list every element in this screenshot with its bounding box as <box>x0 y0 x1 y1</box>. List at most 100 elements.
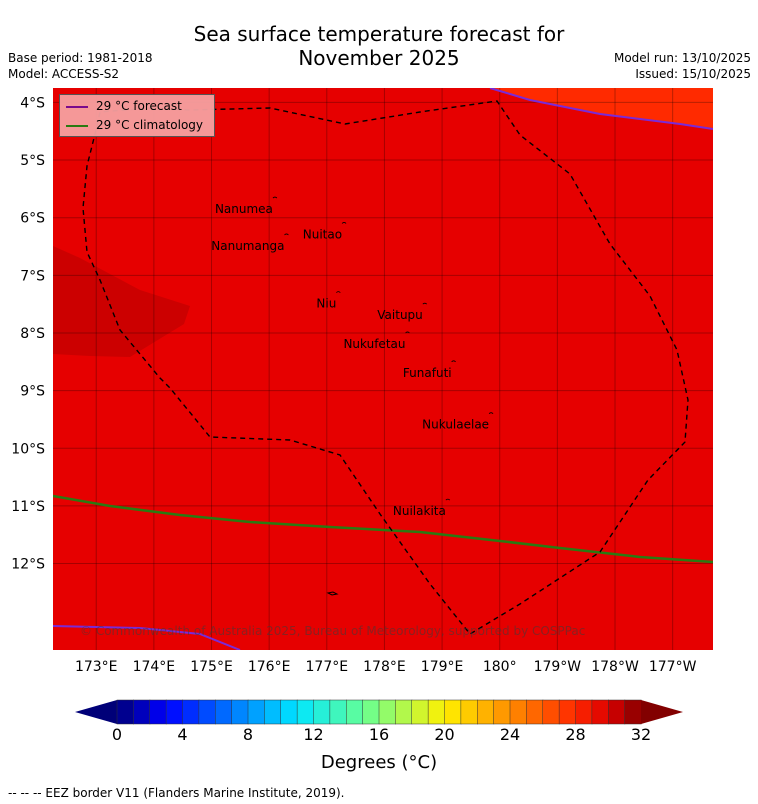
colorbar-segment <box>264 699 282 725</box>
map-title: Sea surface temperature forecast for Nov… <box>0 22 758 70</box>
lon-tick-label: 178°E <box>363 659 406 675</box>
colorbar-segment <box>116 699 134 725</box>
issued-date: Issued: 15/10/2025 <box>635 67 751 81</box>
colorbar-segment <box>526 699 544 725</box>
colorbar-segment <box>575 699 593 725</box>
island-outline <box>451 360 456 363</box>
lat-tick-label: 8°S <box>20 326 45 342</box>
lon-tick-label: 176°E <box>248 659 291 675</box>
colorbar-tick-label: 12 <box>303 725 324 744</box>
colorbar-segment <box>608 699 626 725</box>
copyright-notice: © Commonwealth of Australia 2025, Bureau… <box>80 624 586 638</box>
lat-tick-label: 12°S <box>11 557 45 573</box>
forecast-isotherm-southwest <box>53 625 241 650</box>
colorbar-segment <box>346 699 364 725</box>
colorbar-segment <box>198 699 216 725</box>
colorbar-segment <box>149 699 167 725</box>
colorbar-segment <box>477 699 495 725</box>
legend-forecast-label: 29 °C forecast <box>96 99 182 113</box>
eez-border <box>82 100 689 635</box>
legend-item-forecast: 29 °C forecast <box>66 97 182 115</box>
lat-tick-label: 7°S <box>20 268 45 284</box>
island-label: Nuilakita <box>393 504 446 518</box>
island-outline <box>488 412 494 414</box>
colorbar-segment <box>296 699 315 725</box>
colorbar-segment <box>542 699 560 725</box>
model-name: Model: ACCESS-S2 <box>8 67 120 81</box>
model-run: Model run: 13/10/2025 <box>613 51 751 65</box>
colorbar <box>75 699 683 725</box>
island-outline <box>284 233 289 236</box>
colorbar-segment <box>215 699 233 725</box>
small-island-south <box>326 591 339 596</box>
colorbar-segment <box>133 699 151 725</box>
colorbar-segment <box>182 699 200 725</box>
lon-tick-label: 180° <box>483 659 517 675</box>
lat-tick-label: 4°S <box>20 95 45 111</box>
forecast-isotherm-northeast <box>489 88 713 130</box>
legend-climatology-label: 29 °C climatology <box>96 118 204 132</box>
map-gridlines <box>53 88 713 650</box>
lat-tick-label: 9°S <box>20 384 45 400</box>
colorbar-segment <box>280 699 298 725</box>
legend: 29 °C forecast 29 °C climatology <box>59 94 215 137</box>
colorbar-segment <box>624 699 642 725</box>
base-period: Base period: 1981-2018 <box>8 51 153 65</box>
colorbar-segment <box>493 699 511 725</box>
legend-climatology-line <box>66 124 88 127</box>
island-outline <box>445 498 451 501</box>
lon-tick-label: 179°E <box>421 659 464 675</box>
lon-tick-label: 177°W <box>649 659 697 675</box>
eez-footnote: -- -- -- EEZ border V11 (Flanders Marine… <box>8 786 345 800</box>
legend-forecast-line <box>66 105 88 108</box>
lon-tick-label: 175°E <box>190 659 233 675</box>
sst-patch-southwest <box>53 626 240 650</box>
colorbar-segment <box>444 699 462 725</box>
colorbar-segment <box>460 699 478 725</box>
colorbar-segment <box>247 699 265 725</box>
lon-tick-label: 174°E <box>133 659 176 675</box>
colorbar-extend-max <box>641 700 683 724</box>
island-label: Nukulaelae <box>422 418 489 432</box>
colorbar-tick-label: 16 <box>368 725 390 744</box>
map-area: Nanumea Nuitao Nanumanga Niu Vaitupu Nukufeta… <box>53 88 713 650</box>
latitude-ticks: 4°S 5°S 6°S 7°S 8°S 9°S 10°S 11°S 12°S <box>11 95 45 572</box>
island-label: Nanumanga <box>211 239 284 253</box>
colorbar-segment <box>231 699 249 725</box>
lon-tick-label: 178°W <box>591 659 639 675</box>
island-outline <box>336 291 341 293</box>
lon-tick-label: 179°W <box>534 659 582 675</box>
title-line-1: Sea surface temperature forecast for <box>193 22 565 46</box>
colorbar-segment <box>427 699 446 725</box>
lat-tick-label: 11°S <box>11 499 45 515</box>
colorbar-tick-label: 28 <box>565 725 586 744</box>
island-outline <box>422 302 428 305</box>
colorbar-tick-label: 20 <box>434 725 455 744</box>
colorbar-segment <box>591 699 609 725</box>
colorbar-tick-label: 0 <box>111 725 123 744</box>
island-label: Nuitao <box>303 227 342 241</box>
colorbar-segment <box>313 699 331 725</box>
lon-tick-label: 173°E <box>75 659 118 675</box>
colorbar-tick-label: 8 <box>242 725 254 744</box>
island-outline <box>405 331 410 334</box>
colorbar-segment <box>395 699 413 725</box>
colorbar-title: Degrees (°C) <box>320 752 438 773</box>
title-line-2: November 2025 <box>298 46 460 70</box>
lat-tick-label: 10°S <box>11 441 45 457</box>
island-label: Nukufetau <box>343 337 405 351</box>
legend-item-climatology: 29 °C climatology <box>66 116 203 134</box>
sst-field <box>53 88 713 650</box>
lat-tick-label: 5°S <box>20 153 45 169</box>
island-outline <box>272 196 278 199</box>
colorbar-segment <box>378 699 396 725</box>
colorbar-tick-label: 4 <box>177 725 188 744</box>
colorbar-segment <box>509 699 527 725</box>
colorbar-segment <box>362 699 380 725</box>
colorbar-segment <box>558 699 577 725</box>
sst-warm-patch-northeast <box>490 88 713 128</box>
colorbar-tick-label: 32 <box>630 725 652 744</box>
island-outline <box>341 222 347 224</box>
sst-cool-patch-west <box>53 246 190 357</box>
